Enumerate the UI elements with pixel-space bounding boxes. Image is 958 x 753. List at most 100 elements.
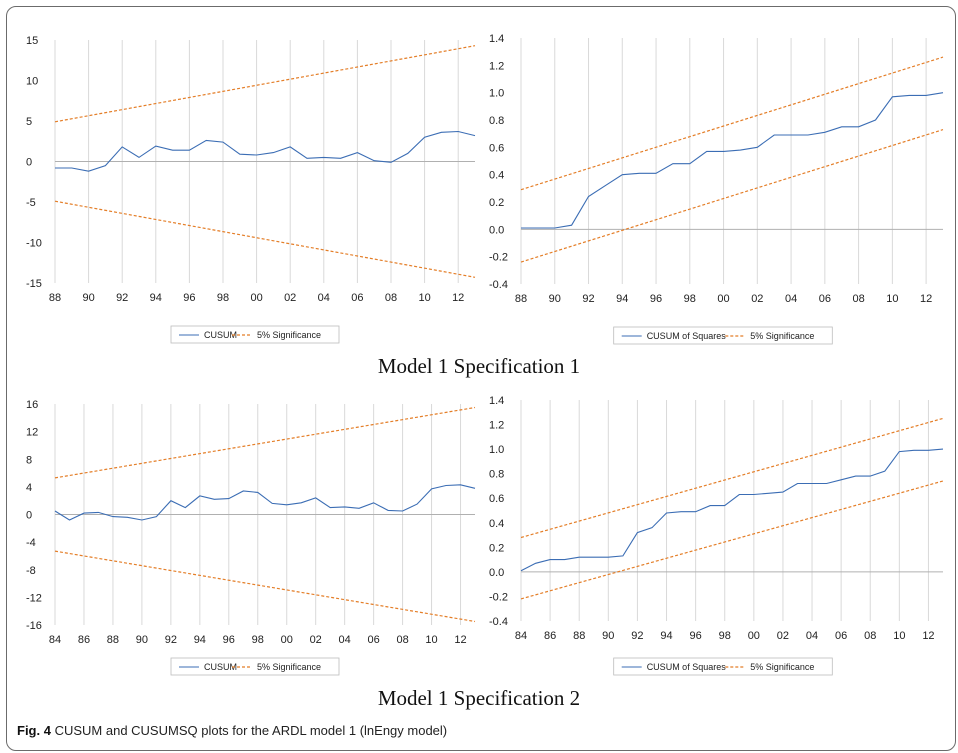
legend-box bbox=[613, 326, 833, 345]
y-tick-label: 1.0 bbox=[489, 88, 504, 100]
y-tick-label: -15 bbox=[26, 278, 42, 290]
y-tick-label: -5 bbox=[26, 197, 36, 209]
x-tick-label: 90 bbox=[82, 292, 94, 304]
x-tick-label: 04 bbox=[785, 293, 797, 305]
figure-frame bbox=[6, 6, 956, 751]
y-tick-label: 4 bbox=[26, 482, 32, 494]
y-tick-label: 0.6 bbox=[489, 142, 504, 154]
x-tick-label: 10 bbox=[886, 293, 898, 305]
y-tick-label: -16 bbox=[26, 620, 42, 632]
x-tick-label: 88 bbox=[515, 293, 527, 305]
x-tick-label: 02 bbox=[751, 293, 763, 305]
y-tick-label: 0.8 bbox=[489, 115, 504, 127]
x-tick-label: 00 bbox=[748, 630, 760, 642]
x-tick-label: 98 bbox=[684, 293, 696, 305]
legend-label-statistic: CUSUM bbox=[204, 662, 237, 672]
y-tick-label: -0.2 bbox=[489, 591, 508, 603]
x-tick-label: 06 bbox=[367, 634, 379, 646]
x-tick-label: 98 bbox=[719, 630, 731, 642]
significance-upper-line bbox=[54, 406, 476, 479]
x-tick-label: 08 bbox=[396, 634, 408, 646]
x-tick-label: 92 bbox=[582, 293, 594, 305]
x-tick-label: 12 bbox=[922, 630, 934, 642]
x-tick-label: 12 bbox=[920, 293, 932, 305]
legend-label-significance: 5% Significance bbox=[257, 330, 321, 340]
y-tick-label: -8 bbox=[26, 565, 36, 577]
x-tick-label: 02 bbox=[777, 630, 789, 642]
x-tick-label: 88 bbox=[49, 292, 61, 304]
y-tick-label: 15 bbox=[26, 35, 38, 47]
y-tick-label: -4 bbox=[26, 537, 36, 549]
y-tick-label: 0.2 bbox=[489, 542, 504, 554]
y-tick-label: -10 bbox=[26, 238, 42, 250]
y-tick-label: 0.2 bbox=[489, 197, 504, 209]
legend-label-significance: 5% Significance bbox=[257, 662, 321, 672]
row2-caption: Model 1 Specification 2 bbox=[377, 686, 581, 710]
y-tick-label: 1.0 bbox=[489, 444, 504, 456]
x-tick-label: 00 bbox=[281, 634, 293, 646]
x-tick-label: 06 bbox=[351, 292, 363, 304]
y-tick-label: 16 bbox=[26, 399, 38, 411]
y-tick-label: -12 bbox=[26, 592, 42, 604]
y-tick-label: 10 bbox=[26, 76, 38, 88]
y-tick-label: 0 bbox=[26, 157, 32, 169]
chart-m1s1-cusumsq: 1.4 1.2 1.0 0.8 0.6 0.4 0.2 0.0 -0.2 -0.4 88 90 92 94… bbox=[489, 33, 944, 345]
y-tick-label: 1.2 bbox=[489, 60, 504, 72]
x-tick-label: 86 bbox=[544, 630, 556, 642]
legend-box bbox=[170, 325, 340, 344]
y-tick-label: -0.2 bbox=[489, 252, 508, 264]
x-tick-label: 10 bbox=[893, 630, 905, 642]
x-tick-label: 94 bbox=[616, 293, 628, 305]
x-tick-label: 10 bbox=[418, 292, 430, 304]
x-tick-label: 90 bbox=[136, 634, 148, 646]
significance-upper-line bbox=[520, 56, 944, 191]
y-tick-label: 1.4 bbox=[489, 395, 504, 407]
row1-caption: Model 1 Specification 1 bbox=[377, 354, 581, 378]
figure-caption: Fig. 4 CUSUM and CUSUMSQ plots for the A… bbox=[17, 723, 447, 738]
y-tick-label: 0.0 bbox=[489, 224, 504, 236]
chart-m1s1-cusum: 15 10 5 0 -5 -10 -15 88 90 92 94 96 98 00 02 04 06 08 10 12… bbox=[26, 35, 476, 344]
x-tick-label: 84 bbox=[49, 634, 61, 646]
x-tick-label: 96 bbox=[689, 630, 701, 642]
x-tick-label: 86 bbox=[78, 634, 90, 646]
x-tick-label: 12 bbox=[452, 292, 464, 304]
y-tick-label: 0.6 bbox=[489, 493, 504, 505]
figure-label: Fig. 4 bbox=[17, 723, 51, 738]
statistic-line bbox=[54, 484, 476, 521]
significance-lower-line bbox=[54, 200, 476, 278]
x-tick-label: 08 bbox=[864, 630, 876, 642]
legend-label-statistic: CUSUM of Squares bbox=[647, 662, 727, 672]
chart-m1s2-cusumsq: 1.4 1.2 1.0 0.8 0.6 0.4 0.2 0.0 -0.2 -0.4 84 86 88 90… bbox=[489, 395, 944, 676]
x-tick-label: 04 bbox=[339, 634, 351, 646]
x-tick-label: 02 bbox=[284, 292, 296, 304]
y-tick-label: 5 bbox=[26, 116, 32, 128]
significance-lower-line bbox=[520, 480, 944, 600]
x-tick-label: 08 bbox=[852, 293, 864, 305]
x-tick-label: 12 bbox=[454, 634, 466, 646]
figure-text: CUSUM and CUSUMSQ plots for the ARDL mod… bbox=[54, 723, 448, 738]
y-tick-label: 0 bbox=[26, 510, 32, 522]
x-tick-label: 84 bbox=[515, 630, 527, 642]
y-tick-label: 8 bbox=[26, 454, 32, 466]
x-tick-label: 04 bbox=[318, 292, 330, 304]
x-tick-label: 04 bbox=[806, 630, 818, 642]
y-tick-label: 0.4 bbox=[489, 170, 504, 182]
legend-label-significance: 5% Significance bbox=[750, 331, 814, 341]
x-tick-label: 98 bbox=[252, 634, 264, 646]
y-tick-label: 0.8 bbox=[489, 469, 504, 481]
x-tick-label: 10 bbox=[425, 634, 437, 646]
x-tick-label: 08 bbox=[385, 292, 397, 304]
statistic-line bbox=[520, 448, 944, 572]
y-tick-label: -0.4 bbox=[489, 279, 508, 291]
x-tick-label: 88 bbox=[573, 630, 585, 642]
legend-box bbox=[613, 657, 833, 676]
y-tick-label: 1.2 bbox=[489, 420, 504, 432]
y-tick-label: 12 bbox=[26, 427, 38, 439]
x-tick-label: 92 bbox=[116, 292, 128, 304]
x-tick-label: 02 bbox=[310, 634, 322, 646]
x-tick-label: 92 bbox=[631, 630, 643, 642]
x-tick-label: 96 bbox=[223, 634, 235, 646]
x-tick-label: 06 bbox=[819, 293, 831, 305]
y-tick-label: -0.4 bbox=[489, 616, 508, 628]
x-tick-label: 00 bbox=[250, 292, 262, 304]
